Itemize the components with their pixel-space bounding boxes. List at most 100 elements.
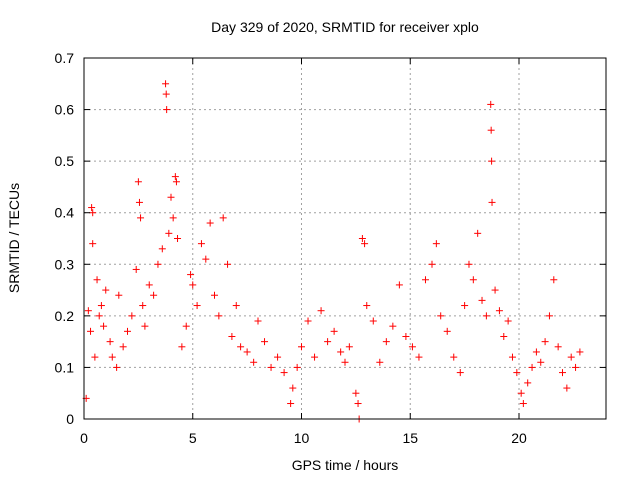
data-point	[324, 338, 332, 346]
data-point	[211, 291, 218, 299]
data-point	[135, 198, 143, 206]
data-point	[408, 343, 416, 351]
data-point	[537, 358, 545, 366]
data-point	[528, 363, 536, 371]
data-point	[172, 178, 180, 186]
data-point	[550, 276, 558, 284]
data-point	[358, 235, 366, 242]
data-point	[563, 384, 571, 392]
tick-labels: 0 5 10 15 20 0 0.1 0.2 0.3 0.4 0.5 0.6 0.7	[55, 50, 527, 446]
data-point	[267, 363, 275, 371]
data-point	[450, 353, 458, 361]
data-point	[206, 219, 214, 227]
data-point	[189, 281, 197, 289]
data-point	[488, 198, 496, 206]
y-tick-label: 0.2	[55, 308, 75, 324]
data-point	[87, 327, 95, 335]
data-point	[124, 327, 131, 335]
y-tick-label: 0.4	[55, 205, 75, 221]
data-point	[145, 281, 153, 289]
data-point	[428, 260, 436, 268]
data-point	[250, 358, 258, 366]
data-point	[361, 240, 369, 248]
plot-frame	[83, 57, 607, 420]
data-point	[162, 80, 170, 88]
data-point	[474, 229, 482, 237]
data-point	[363, 302, 371, 310]
data-point	[137, 214, 145, 222]
data-point	[554, 343, 562, 351]
data-point	[488, 157, 496, 165]
data-point	[169, 214, 177, 222]
data-point	[95, 312, 103, 320]
data-point	[163, 106, 171, 114]
data-point	[113, 363, 121, 371]
data-point	[330, 327, 338, 335]
data-point	[224, 260, 232, 268]
data-point	[519, 400, 527, 408]
data-point	[187, 271, 195, 279]
x-axis-label: GPS time / hours	[292, 457, 399, 473]
data-point	[437, 312, 445, 320]
data-point	[254, 317, 262, 325]
data-point	[491, 286, 499, 294]
data-point	[482, 312, 490, 320]
data-point	[289, 384, 297, 392]
data-point	[461, 302, 469, 310]
data-point	[311, 353, 319, 361]
data-point	[228, 332, 236, 340]
data-point	[89, 209, 97, 217]
data-point	[395, 281, 403, 289]
y-tick-label: 0.3	[55, 256, 75, 272]
data-point	[165, 229, 173, 237]
data-point	[567, 353, 575, 361]
data-point	[280, 369, 288, 377]
data-point	[504, 317, 512, 325]
data-point	[154, 260, 162, 268]
data-point	[389, 322, 397, 330]
y-tick-label: 0.5	[55, 153, 75, 169]
data-point	[232, 302, 240, 310]
data-point	[432, 240, 440, 248]
data-point	[337, 348, 345, 356]
data-point	[293, 363, 301, 371]
data-point	[576, 348, 584, 356]
data-point	[106, 338, 114, 346]
data-point	[139, 302, 147, 310]
data-point	[465, 260, 473, 268]
data-point	[376, 358, 384, 366]
data-point	[513, 369, 521, 377]
data-point	[219, 214, 227, 222]
data-point	[178, 343, 186, 351]
data-point	[89, 240, 97, 248]
data-point	[97, 302, 105, 310]
y-tick-label: 0.1	[55, 359, 75, 375]
data-point	[456, 369, 464, 377]
y-tick-label: 0	[66, 411, 74, 427]
data-point	[128, 312, 136, 320]
data-point	[243, 348, 251, 356]
data-point	[88, 204, 96, 212]
x-tick-label: 15	[402, 430, 418, 446]
data-point	[369, 317, 377, 325]
data-point	[421, 276, 429, 284]
data-point	[182, 322, 190, 330]
data-points	[82, 80, 584, 423]
data-point	[524, 379, 532, 387]
data-point	[341, 358, 349, 366]
x-tick-label: 20	[511, 430, 527, 446]
data-point	[171, 173, 179, 181]
data-point	[108, 353, 116, 361]
data-point	[197, 240, 205, 248]
data-point	[134, 178, 142, 186]
data-point	[541, 338, 549, 346]
data-point	[202, 255, 210, 263]
data-point	[237, 343, 245, 351]
data-point	[487, 100, 495, 108]
y-tick-label: 0.7	[55, 50, 75, 66]
data-point	[354, 400, 362, 408]
data-point	[287, 400, 295, 408]
data-point	[119, 343, 127, 351]
x-tick-label: 10	[294, 430, 310, 446]
